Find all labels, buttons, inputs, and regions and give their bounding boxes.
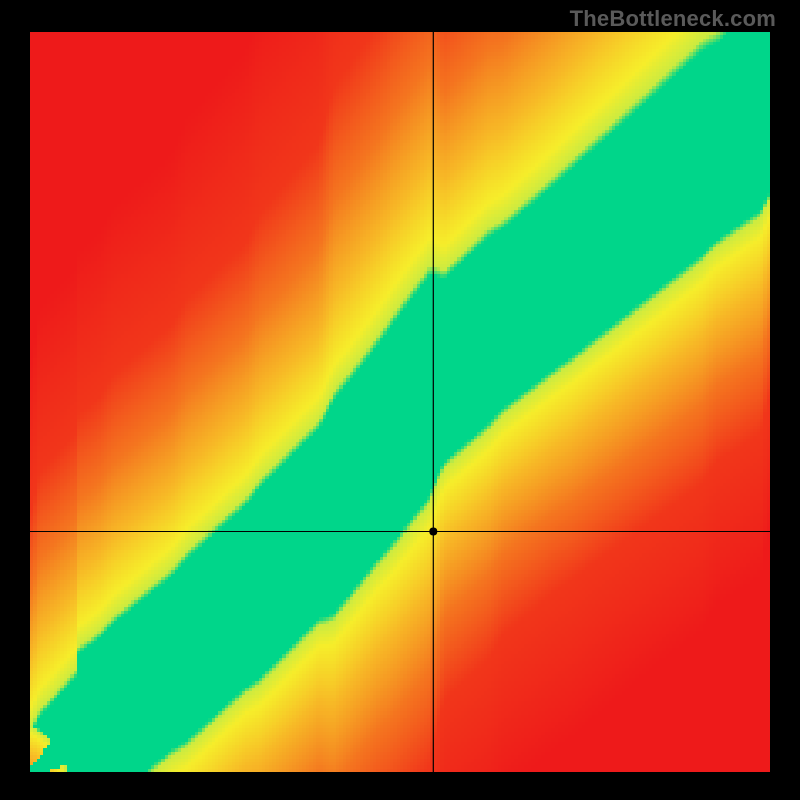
- watermark-text: TheBottleneck.com: [570, 6, 776, 32]
